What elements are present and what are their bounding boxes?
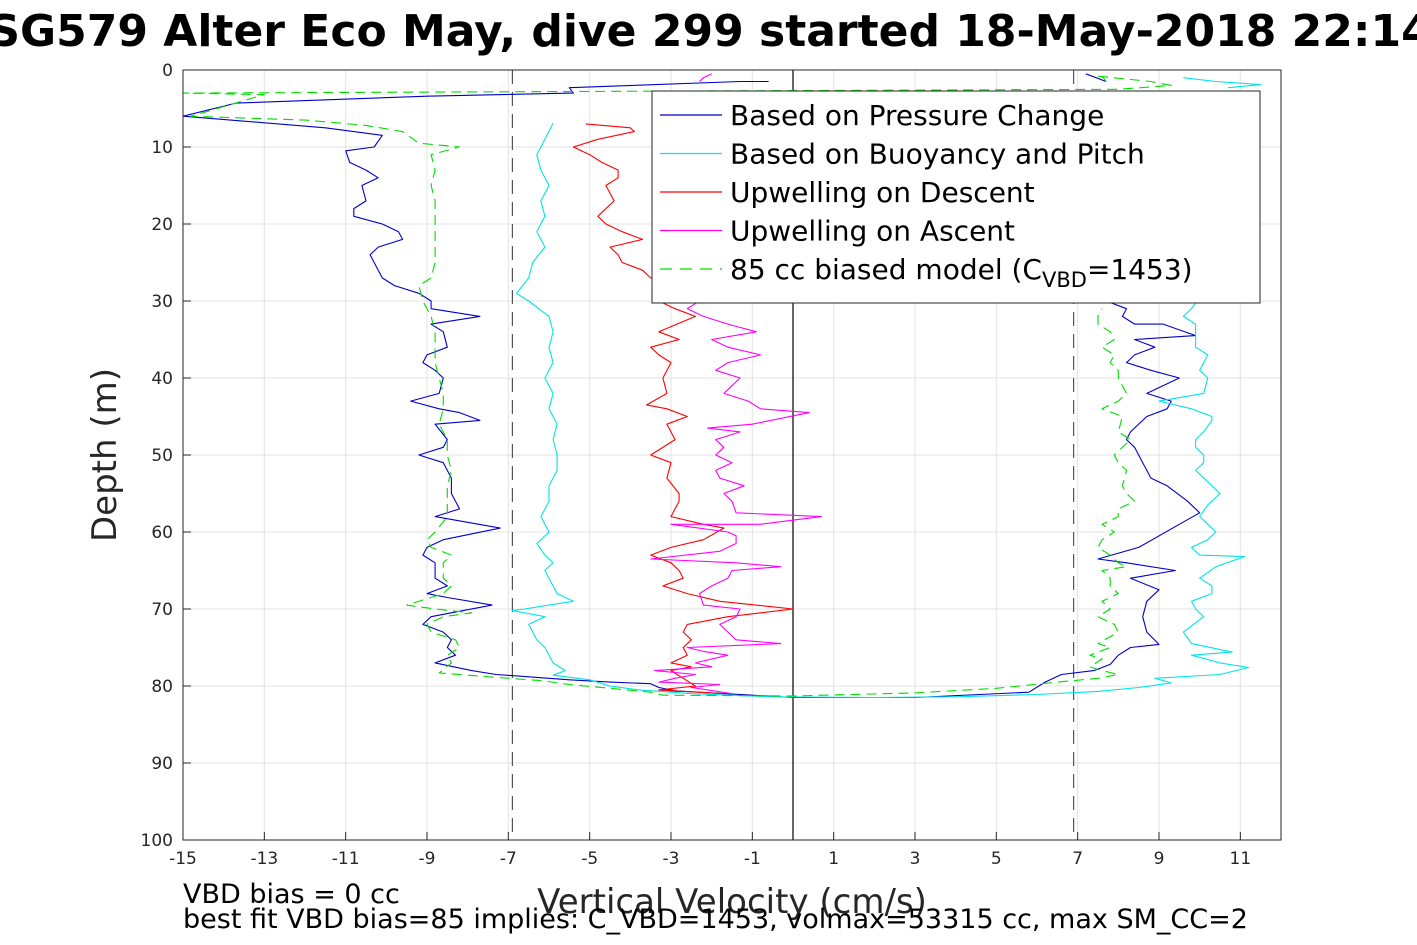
legend-entry-name: Upwelling on Ascent xyxy=(730,215,1015,248)
series-line-3 xyxy=(699,73,712,82)
legend-entry-name: Upwelling on Descent xyxy=(730,176,1035,209)
series-line-0 xyxy=(1085,73,1107,83)
y-tick-label: 30 xyxy=(151,292,173,312)
best-fit-note: best fit VBD bias=85 implies: C_VBD=1453… xyxy=(183,904,1248,935)
x-tick-label: -15 xyxy=(169,849,197,869)
x-tick-label: -5 xyxy=(581,849,598,869)
y-tick-label: 70 xyxy=(151,600,173,620)
x-tick-label: 5 xyxy=(991,849,1002,869)
x-tick-label: -13 xyxy=(250,849,278,869)
series-line-0 xyxy=(183,80,1201,699)
y-tick-label: 100 xyxy=(141,831,173,851)
legend-box xyxy=(651,90,1261,304)
legend-entry-tail: =1453) xyxy=(1087,253,1193,286)
vbd-bias-note: VBD bias = 0 cc xyxy=(183,879,400,910)
series-line-2 xyxy=(572,123,794,695)
x-axis-ticks: -15 -13 -11 -9 -7 -5 -3 -1 1 3 5 7 9 11 xyxy=(169,832,1251,869)
x-tick-label: 11 xyxy=(1230,849,1252,869)
legend-entry-label: Upwelling on Ascent xyxy=(730,215,1015,248)
y-tick-label: 40 xyxy=(151,369,173,389)
legend-entry-label: Upwelling on Descent xyxy=(730,176,1035,209)
legend-entry-name: Based on Pressure Change xyxy=(730,99,1104,132)
x-tick-label: -11 xyxy=(332,849,360,869)
series-line-1 xyxy=(1183,77,1262,89)
x-tick-label: -1 xyxy=(744,849,761,869)
y-tick-label: 80 xyxy=(151,677,173,697)
y-tick-label: 60 xyxy=(151,523,173,543)
y-axis-label: Depth (m) xyxy=(85,368,125,542)
series-line-3 xyxy=(650,300,823,695)
x-tick-label: -3 xyxy=(663,849,680,869)
x-axis-label: Vertical Velocity (cm/s) xyxy=(537,882,927,922)
y-tick-label: 10 xyxy=(151,138,173,158)
series-line-4 xyxy=(183,75,1172,697)
x-tick-label: 3 xyxy=(910,849,921,869)
legend-entry-name: 85 cc biased model (C xyxy=(730,253,1042,286)
x-tick-label: 9 xyxy=(1154,849,1165,869)
legend-entry-name: Based on Buoyancy and Pitch xyxy=(730,138,1145,171)
legend-entry-label: Based on Pressure Change xyxy=(730,99,1104,132)
y-tick-label: 50 xyxy=(151,446,173,466)
x-tick-label: 7 xyxy=(1072,849,1083,869)
y-axis-ticks: 0 10 20 30 40 50 60 70 80 90 100 xyxy=(141,61,191,851)
series-lines xyxy=(183,73,1262,699)
y-tick-label: 20 xyxy=(151,215,173,235)
legend-entry-subscript: VBD xyxy=(1042,268,1087,292)
legend-entry-label: Based on Buoyancy and Pitch xyxy=(730,138,1145,171)
x-tick-label: -7 xyxy=(500,849,517,869)
y-tick-label: 0 xyxy=(162,61,173,81)
x-tick-label: -9 xyxy=(419,849,436,869)
legend: Based on Pressure Change Based on Buoyanc… xyxy=(651,90,1261,304)
x-tick-label: 1 xyxy=(828,849,839,869)
series-line-4 xyxy=(1101,75,1107,82)
y-tick-label: 90 xyxy=(151,754,173,774)
legend-entry-label: 85 cc biased model (CVBD=1453) xyxy=(730,253,1193,292)
chart-title: SG579 Alter Eco May, dive 299 started 18… xyxy=(0,6,1417,57)
